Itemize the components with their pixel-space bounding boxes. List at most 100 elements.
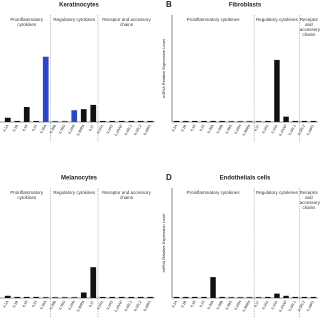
x-tick-label: IL1RN bbox=[234, 300, 243, 311]
bar bbox=[42, 296, 49, 298]
x-tick-label: IL1RN bbox=[234, 124, 243, 135]
x-tick-label: IL18R1 bbox=[306, 124, 315, 136]
bar bbox=[71, 296, 78, 298]
x-tick-label: IL36G bbox=[225, 124, 233, 135]
x-tick-label: IL36B bbox=[216, 299, 224, 310]
bar bbox=[23, 296, 30, 298]
bar bbox=[173, 296, 180, 298]
x-tick-label: IL36A bbox=[39, 123, 47, 134]
section-label: Receptor and accessory chains bbox=[299, 17, 320, 37]
bar bbox=[99, 296, 106, 298]
x-tick-label: IL36G bbox=[58, 124, 66, 135]
bar bbox=[14, 296, 21, 298]
x-tick-label: IL1RL2 bbox=[133, 124, 142, 136]
section-label: Receptor and accessory chains bbox=[102, 17, 151, 27]
bar bbox=[173, 120, 180, 122]
x-tick-label: IL1A bbox=[171, 123, 178, 132]
x-tick-label: IL37 bbox=[253, 300, 260, 308]
bar bbox=[14, 120, 21, 122]
bar bbox=[80, 292, 87, 298]
bar bbox=[33, 120, 40, 122]
section-label: Proinflammatory cytokines bbox=[10, 190, 44, 200]
x-tick-label: IL1R1 bbox=[261, 124, 269, 134]
section-label: Regulatory cytokines bbox=[256, 190, 298, 195]
bar bbox=[201, 120, 207, 122]
x-tick-label: IL36RN bbox=[242, 300, 252, 313]
x-tick-label: IL1R2 bbox=[270, 300, 278, 310]
y-axis-label: mRNA Relative Expression Level bbox=[161, 39, 166, 98]
section-label: Receptor and accessory chains bbox=[102, 190, 151, 200]
x-tick-label: IL18 bbox=[190, 124, 197, 132]
x-tick-label: IL1RAP bbox=[114, 299, 124, 312]
panel-letter: D bbox=[166, 173, 172, 182]
bar bbox=[228, 296, 235, 298]
x-tick-label: IL36B bbox=[216, 123, 224, 134]
bar bbox=[265, 296, 271, 298]
bar bbox=[118, 120, 125, 122]
x-tick-label: IL1RL1 bbox=[124, 300, 133, 312]
bar bbox=[192, 120, 198, 122]
bar bbox=[137, 296, 144, 298]
chart-title: Fibroblasts bbox=[229, 3, 262, 9]
bar bbox=[310, 296, 317, 298]
bar bbox=[23, 107, 30, 122]
x-tick-label: IL1RL2 bbox=[297, 300, 306, 312]
x-tick-label: IL36B bbox=[49, 299, 57, 310]
bar bbox=[80, 109, 87, 122]
bar bbox=[292, 296, 298, 298]
bar bbox=[274, 293, 280, 298]
bar bbox=[219, 120, 225, 122]
bar bbox=[182, 296, 189, 298]
x-tick-label: IL1B bbox=[180, 123, 187, 132]
bar bbox=[201, 296, 207, 298]
bar bbox=[292, 120, 298, 122]
x-tick-label: IL36A bbox=[207, 123, 215, 134]
bar bbox=[283, 295, 289, 298]
section-label: Proinflammatory cytokines bbox=[10, 17, 44, 27]
x-tick-label: IL37 bbox=[253, 124, 260, 132]
bar bbox=[61, 296, 68, 298]
x-tick-label: IL33 bbox=[199, 300, 206, 308]
x-tick-label: IL18R1 bbox=[306, 300, 315, 312]
bar bbox=[128, 120, 135, 122]
bar bbox=[283, 116, 289, 122]
x-tick-label: IL36RN bbox=[76, 124, 86, 137]
x-tick-label: IL1RL1 bbox=[288, 124, 297, 136]
x-tick-label: IL1R1 bbox=[261, 300, 269, 310]
x-tick-label: IL37 bbox=[88, 300, 95, 308]
bar bbox=[255, 296, 262, 298]
x-tick-label: IL1A bbox=[2, 123, 9, 132]
x-tick-label: IL33 bbox=[31, 124, 38, 132]
bar bbox=[4, 117, 11, 122]
x-tick-label: IL1B bbox=[12, 123, 19, 132]
bar bbox=[137, 120, 144, 122]
bar bbox=[33, 296, 40, 298]
bar bbox=[109, 120, 116, 122]
bar bbox=[118, 296, 125, 298]
x-tick-label: IL36B bbox=[49, 123, 57, 134]
bar bbox=[237, 296, 244, 298]
panel-letter: B bbox=[166, 0, 172, 9]
bar bbox=[147, 296, 154, 298]
x-tick-label: IL36A bbox=[207, 299, 215, 310]
bar bbox=[128, 296, 135, 298]
bar bbox=[219, 296, 225, 298]
bar bbox=[255, 120, 262, 122]
x-tick-label: IL36G bbox=[58, 300, 66, 311]
bar bbox=[301, 296, 308, 298]
x-tick-label: IL33 bbox=[31, 300, 38, 308]
bar bbox=[228, 120, 235, 122]
bar bbox=[237, 120, 244, 122]
x-tick-label: IL1A bbox=[2, 299, 9, 308]
section-label: Regulatory cytokines bbox=[53, 17, 96, 22]
x-tick-label: IL1A bbox=[171, 299, 178, 308]
bar bbox=[71, 110, 78, 122]
bar bbox=[4, 295, 11, 298]
x-tick-label: IL1RL1 bbox=[288, 300, 297, 312]
x-tick-label: IL1RL1 bbox=[124, 124, 133, 136]
x-tick-label: IL36A bbox=[39, 299, 47, 310]
chart-title: Endothelials cells bbox=[220, 176, 271, 182]
bar bbox=[61, 120, 68, 122]
